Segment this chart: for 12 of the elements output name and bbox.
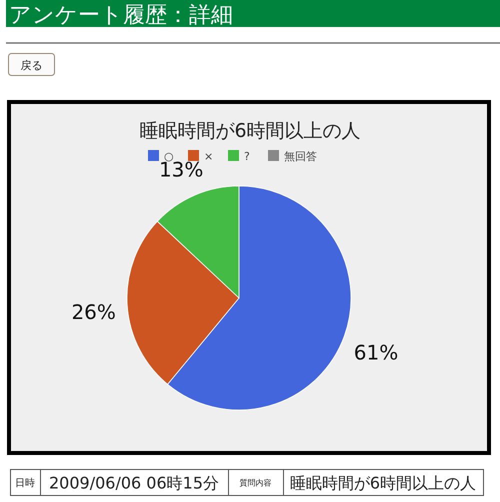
data-label: 61%: [354, 340, 398, 364]
legend-label: 無回答: [284, 150, 317, 163]
text: 質問内容: [240, 478, 272, 488]
chart-title: 睡眠時間が6時間以上の人: [139, 120, 361, 142]
data-label: 26%: [71, 300, 116, 324]
text: 睡眠時間が6時間以上の人: [290, 473, 476, 492]
legend-label: ×: [204, 150, 214, 163]
legend-label: ?: [244, 150, 250, 163]
text: 日時: [15, 477, 35, 490]
text: 戻る: [20, 59, 42, 72]
text: 2009/06/06 06時15分: [48, 473, 220, 492]
text: アンケート履歴：詳細: [9, 3, 233, 28]
